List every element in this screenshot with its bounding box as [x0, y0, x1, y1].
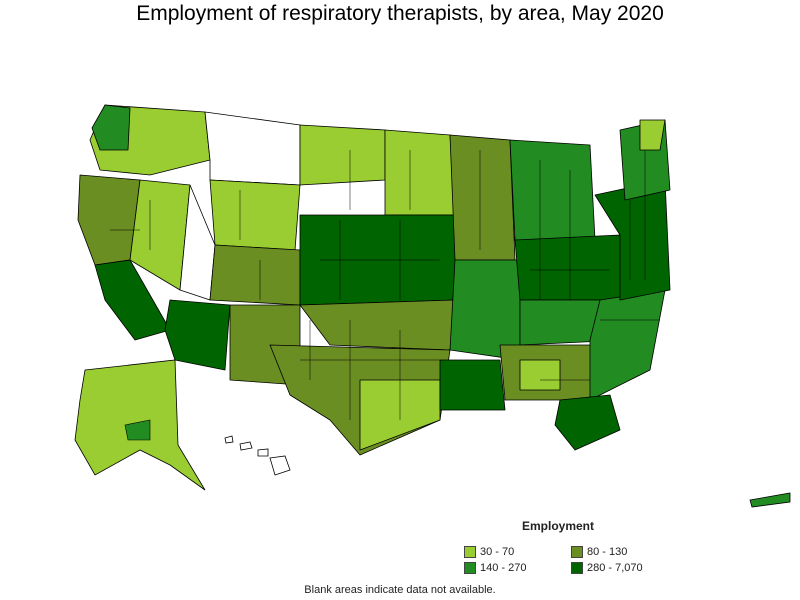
legend-swatch	[464, 562, 476, 574]
legend-item: 280 - 7,070	[571, 562, 643, 574]
legend-swatch	[571, 546, 583, 558]
region-idaho-montana	[204, 111, 301, 186]
region-colorado	[209, 244, 301, 306]
region-arizona	[164, 299, 231, 371]
legend-label: 280 - 7,070	[587, 562, 643, 574]
us-choropleth-map	[74, 104, 791, 508]
legend-item: 30 - 70	[464, 546, 514, 558]
legend-title: Employment	[522, 519, 595, 533]
region-california-south	[94, 259, 171, 341]
map-title: Employment of respiratory therapists, by…	[136, 2, 664, 25]
region-maine	[639, 119, 666, 151]
legend-label: 80 - 130	[587, 546, 628, 558]
region-illinois-indiana-ohio	[514, 234, 621, 301]
region-wyoming	[209, 179, 301, 251]
region-oklahoma	[299, 299, 456, 351]
region-florida	[554, 394, 621, 451]
region-puerto-rico	[749, 492, 791, 508]
region-nevada	[129, 179, 191, 291]
region-montana-east	[299, 124, 386, 186]
legend-item: 80 - 130	[571, 546, 627, 558]
region-washington-west	[91, 104, 131, 151]
region-alabama-central	[519, 359, 561, 391]
region-hawaii	[224, 435, 291, 476]
legend-swatch	[464, 546, 476, 558]
legend-label: 30 - 70	[480, 546, 515, 558]
region-wisconsin-michigan	[509, 139, 596, 241]
region-louisiana	[439, 359, 506, 411]
region-dakotas	[384, 129, 456, 216]
legend-swatch	[571, 562, 583, 574]
region-georgia-carolinas	[589, 289, 666, 401]
legend-label: 140 - 270	[480, 562, 527, 574]
legend-item: 140 - 270	[464, 562, 526, 574]
region-alaska-anchorage	[124, 419, 151, 441]
region-minnesota-iowa	[449, 134, 516, 261]
footnote: Blank areas indicate data not available.	[304, 584, 496, 596]
